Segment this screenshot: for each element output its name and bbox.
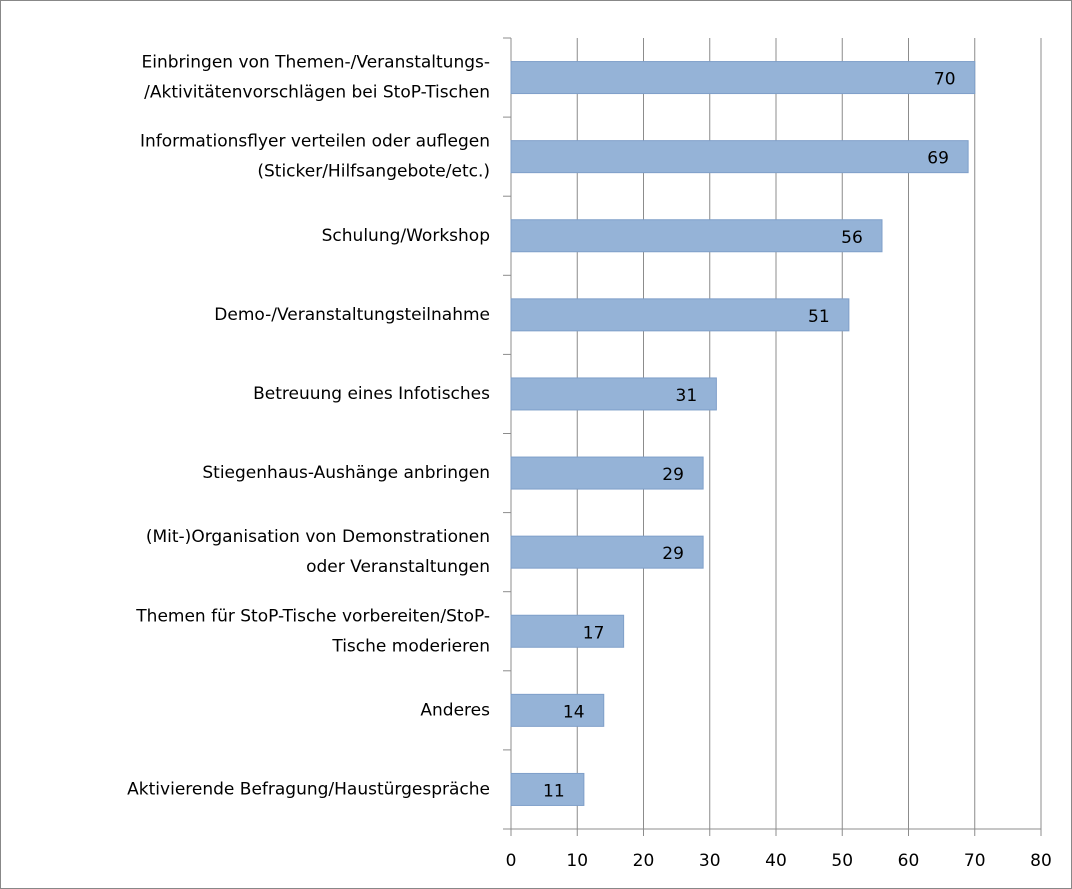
x-tick-label: 40 bbox=[765, 851, 787, 871]
value-label: 31 bbox=[676, 386, 698, 406]
value-label: 29 bbox=[662, 465, 684, 485]
bar bbox=[510, 456, 704, 490]
y-tick-label: Stiegenhaus-Aushänge anbringen bbox=[202, 463, 490, 483]
x-tick-label: 20 bbox=[633, 851, 655, 871]
bar bbox=[510, 772, 585, 806]
bar bbox=[510, 298, 850, 332]
y-tick-label: (Mit-)Organisation von Demonstrationen od… bbox=[146, 527, 490, 577]
y-tick-label: Demo-/Veranstaltungsteilnahme bbox=[214, 305, 490, 325]
value-label: 56 bbox=[841, 228, 863, 248]
x-tick-label: 70 bbox=[964, 851, 986, 871]
y-tick-label: Einbringen von Themen-/Veranstaltungs-/A… bbox=[142, 53, 490, 103]
value-label: 17 bbox=[583, 623, 605, 643]
value-label: 14 bbox=[563, 702, 585, 722]
value-label: 70 bbox=[934, 70, 956, 90]
y-tick-label: Anderes bbox=[420, 700, 490, 720]
x-tick-label: 0 bbox=[506, 851, 517, 871]
bar bbox=[510, 693, 605, 727]
bar bbox=[510, 140, 969, 174]
y-tick-label: Betreuung eines Infotisches bbox=[253, 384, 490, 404]
x-tick-label: 50 bbox=[831, 851, 853, 871]
y-tick-label: Aktivierende Befragung/Haustürgespräche bbox=[127, 779, 490, 799]
bar bbox=[510, 219, 883, 253]
y-tick-label: Themen für StoP-Tische vorbereiten/StoP-… bbox=[135, 606, 490, 656]
y-tick-label: Informationsflyer verteilen oder auflege… bbox=[140, 132, 490, 182]
value-label: 69 bbox=[927, 149, 949, 169]
value-label: 11 bbox=[543, 781, 565, 801]
x-tick-label: 30 bbox=[699, 851, 721, 871]
bar bbox=[510, 614, 625, 648]
x-tick-label: 80 bbox=[1030, 851, 1052, 871]
y-tick-label: Schulung/Workshop bbox=[322, 226, 490, 246]
bar bbox=[510, 61, 976, 95]
x-tick-label: 10 bbox=[566, 851, 588, 871]
value-label: 51 bbox=[808, 307, 830, 327]
bar bbox=[510, 377, 717, 411]
value-label: 29 bbox=[662, 544, 684, 564]
bar bbox=[510, 535, 704, 569]
x-tick-label: 60 bbox=[898, 851, 920, 871]
